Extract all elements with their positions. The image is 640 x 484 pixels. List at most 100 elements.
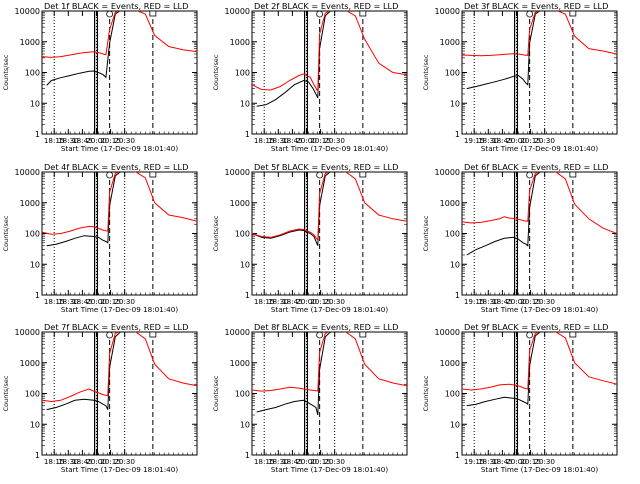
x-tick-label: 20:00 — [296, 136, 317, 145]
series-group — [252, 332, 407, 416]
y-tick-label: 1 — [245, 130, 250, 139]
y-tick-label: 1000 — [440, 199, 460, 208]
series-line-events — [466, 172, 541, 256]
x-tick-label: 18:30 — [478, 136, 499, 145]
x-axis-label: Start Time (17-Dec-09 18:01:40) — [61, 144, 178, 153]
y-tick-label: 1000 — [230, 38, 250, 47]
y-tick-label: 10 — [240, 99, 250, 108]
x-tick-label: 18:15 — [254, 136, 275, 145]
y-tick-label: 10000 — [15, 328, 40, 337]
flare-start-marker — [526, 171, 534, 179]
x-tick-label: 18:15 — [254, 297, 275, 306]
series-line-events — [466, 332, 541, 407]
x-axis-label: Start Time (17-Dec-09 18:01:40) — [481, 144, 598, 153]
y-tick-label: 1000 — [230, 359, 250, 368]
x-tick-label: 18:30 — [268, 457, 289, 466]
y-axis-label: Counts/sec — [422, 215, 430, 251]
series-line-events — [46, 11, 121, 86]
plot-frame — [461, 331, 618, 456]
chart-panel-4f: Det 4f BLACK = Events, RED = LLD Counts/s… — [2, 162, 198, 314]
series-line-events — [46, 172, 121, 247]
x-tick-label: 18:15 — [44, 136, 65, 145]
plot-frame — [41, 10, 198, 135]
x-tick-label: 20:00 — [296, 457, 317, 466]
x-axis-label: Start Time (17-Dec-09 18:01:40) — [61, 465, 178, 474]
flare-end-marker — [569, 10, 577, 17]
x-tick-label: 20:30 — [324, 136, 345, 145]
x-tick-label: 19:15 — [464, 297, 485, 306]
x-tick-label: 20:00 — [86, 457, 107, 466]
series-line-events — [256, 332, 332, 416]
y-tick-label: 1 — [455, 130, 460, 139]
series-group — [462, 172, 617, 256]
x-axis-label: Start Time (17-Dec-09 18:01:40) — [271, 465, 388, 474]
y-tick-label: 1000 — [20, 359, 40, 368]
y-tick-label: 10 — [450, 260, 460, 269]
y-tick-label: 1000 — [20, 199, 40, 208]
chart-title: Det 3f BLACK = Events, RED = LLD — [464, 1, 608, 11]
x-tick-label: 19:15 — [464, 457, 485, 466]
x-tick-label: 20:15 — [100, 297, 121, 306]
flare-end-marker — [569, 171, 577, 178]
x-tick-label: 18:30 — [268, 297, 289, 306]
x-tick-label: 20:00 — [86, 297, 107, 306]
x-tick-label: 20:30 — [324, 457, 345, 466]
y-tick-label: 1 — [455, 291, 460, 300]
y-tick-label: 10 — [240, 260, 250, 269]
y-tick-label: 10 — [30, 99, 40, 108]
chart-panel-8f: Det 8f BLACK = Events, RED = LLD Counts/s… — [212, 322, 408, 474]
y-tick-label: 1000 — [230, 199, 250, 208]
x-tick-label: 20:30 — [534, 457, 555, 466]
series-line-lld — [42, 172, 197, 235]
y-tick-label: 100 — [25, 390, 40, 399]
x-axis-label: Start Time (17-Dec-09 18:01:40) — [481, 305, 598, 314]
plot-frame — [461, 10, 618, 135]
flare-end-marker — [149, 10, 157, 17]
y-tick-label: 1 — [35, 451, 40, 460]
series-line-lld — [252, 332, 407, 392]
series-group — [252, 11, 407, 107]
plot-frame — [251, 10, 408, 135]
y-tick-label: 10 — [240, 420, 250, 429]
y-tick-label: 100 — [235, 69, 250, 78]
x-tick-label: 18:45 — [282, 297, 303, 306]
y-axis-label: Counts/sec — [2, 54, 10, 90]
chart-panel-9f: Det 9f BLACK = Events, RED = LLD Counts/s… — [422, 322, 618, 474]
x-tick-label: 20:30 — [534, 136, 555, 145]
series-group — [462, 332, 617, 407]
flare-end-marker — [359, 171, 367, 178]
series-line-lld — [462, 332, 617, 391]
y-tick-label: 1 — [455, 451, 460, 460]
x-tick-label: 18:30 — [268, 136, 289, 145]
y-tick-label: 10 — [450, 99, 460, 108]
x-tick-label: 18:30 — [58, 136, 79, 145]
plot-frame — [41, 171, 198, 296]
chart-title: Det 9f BLACK = Events, RED = LLD — [464, 322, 608, 332]
chart-title: Det 8f BLACK = Events, RED = LLD — [254, 322, 398, 332]
x-tick-label: 20:00 — [296, 297, 317, 306]
chart-title: Det 2f BLACK = Events, RED = LLD — [254, 1, 398, 11]
x-tick-label: 18:15 — [44, 297, 65, 306]
x-tick-label: 20:15 — [520, 457, 541, 466]
flare-end-marker — [359, 331, 367, 338]
x-tick-label: 20:15 — [520, 136, 541, 145]
chart-panel-6f: Det 6f BLACK = Events, RED = LLD Counts/s… — [422, 162, 618, 314]
chart-panel-7f: Det 7f BLACK = Events, RED = LLD Counts/s… — [2, 322, 198, 474]
flare-start-marker — [316, 10, 324, 18]
x-tick-label: 18:45 — [72, 136, 93, 145]
x-tick-label: 18:15 — [254, 457, 275, 466]
y-tick-label: 1 — [245, 451, 250, 460]
x-tick-label: 20:30 — [114, 136, 135, 145]
x-tick-label: 18:45 — [492, 136, 513, 145]
y-tick-label: 1000 — [20, 38, 40, 47]
x-tick-label: 18:45 — [282, 136, 303, 145]
y-tick-label: 10000 — [15, 168, 40, 177]
flare-start-marker — [106, 10, 114, 18]
x-tick-label: 20:15 — [100, 136, 121, 145]
chart-panel-2f: Det 2f BLACK = Events, RED = LLD Counts/s… — [212, 1, 408, 153]
y-tick-label: 1 — [35, 291, 40, 300]
y-tick-label: 1 — [35, 130, 40, 139]
x-tick-label: 20:30 — [114, 457, 135, 466]
flare-start-marker — [316, 171, 324, 179]
x-tick-label: 20:15 — [100, 457, 121, 466]
